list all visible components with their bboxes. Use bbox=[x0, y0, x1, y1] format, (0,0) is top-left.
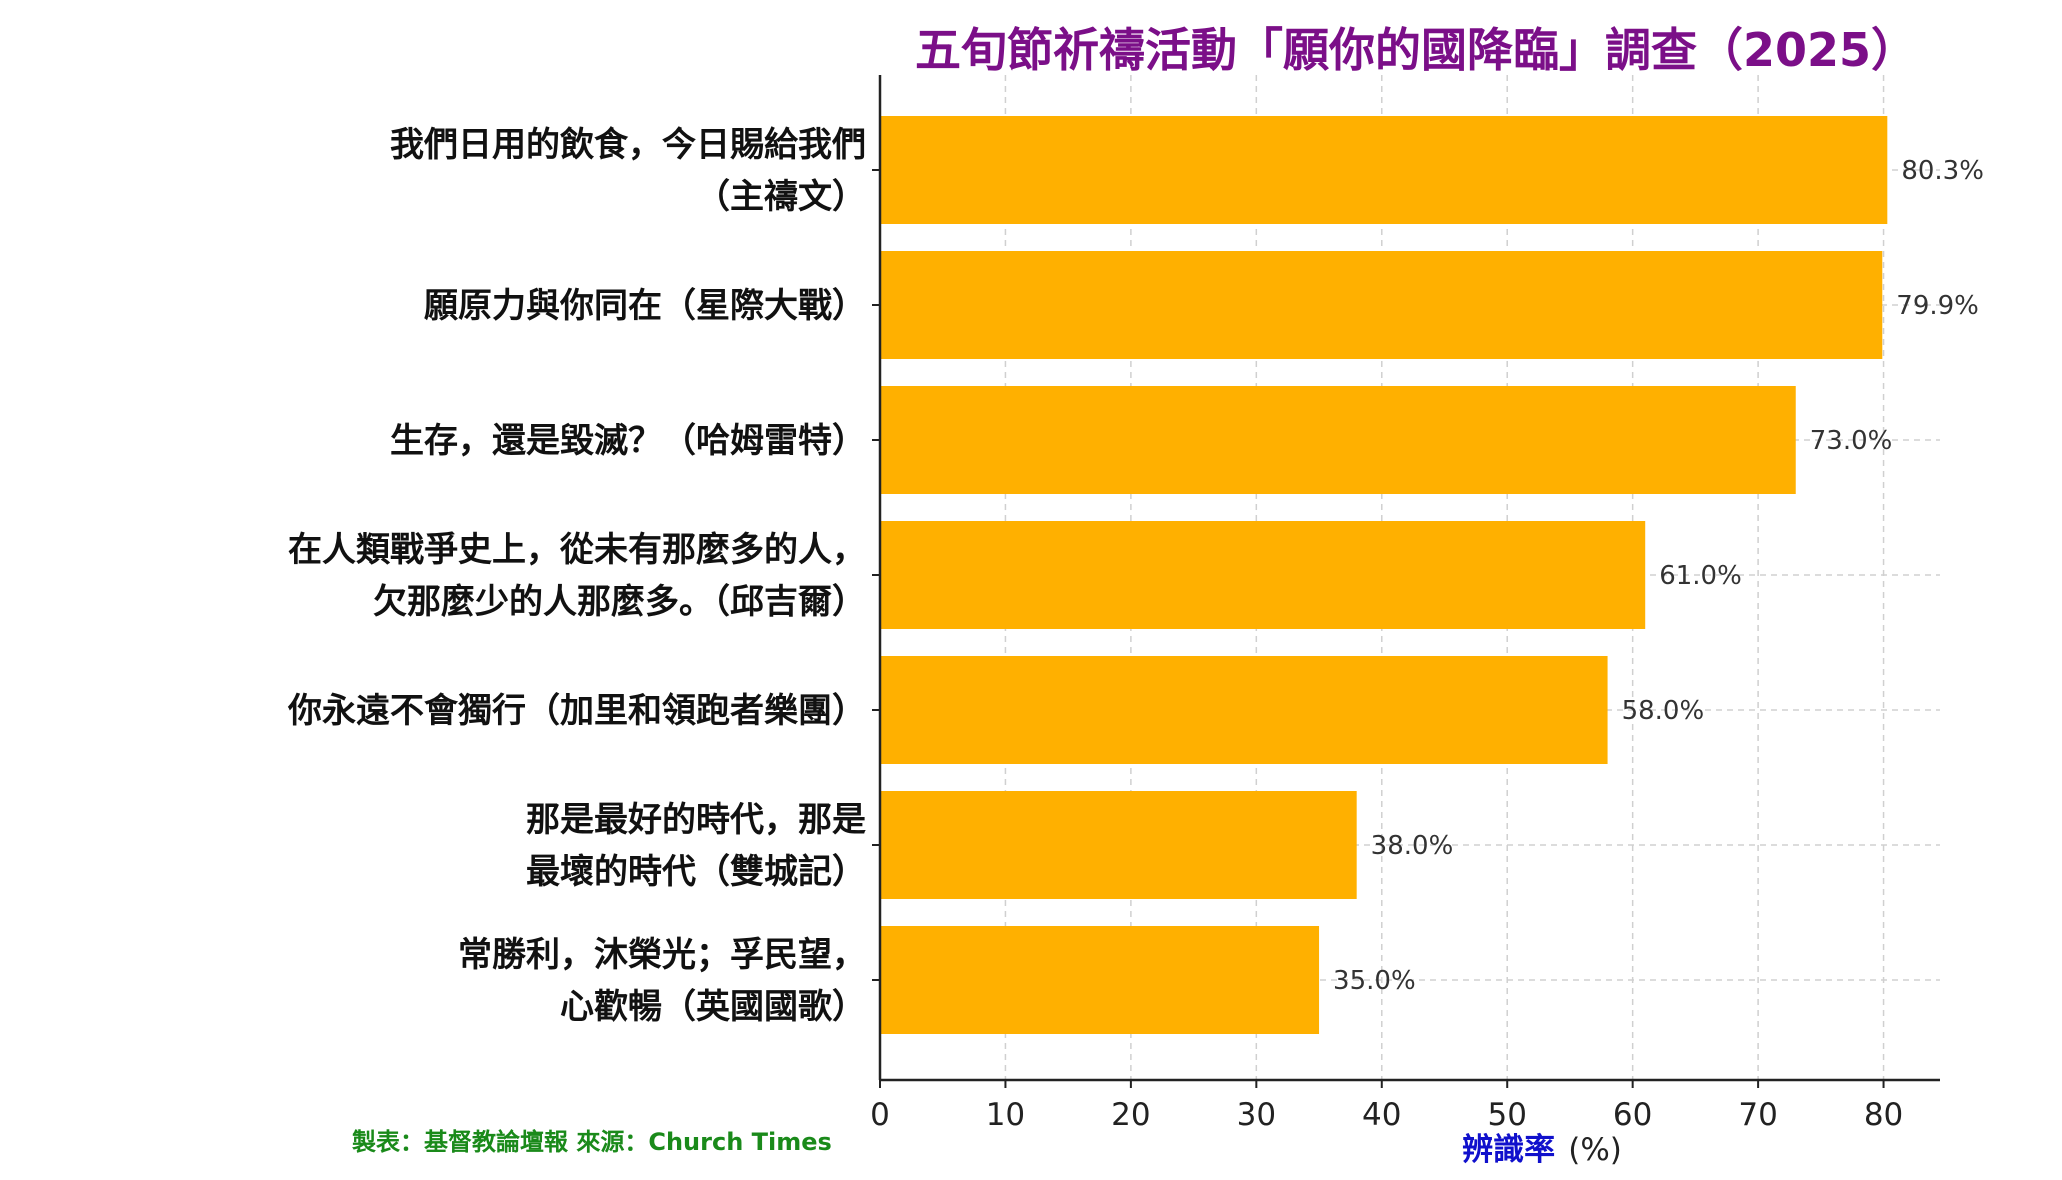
value-label-6: 35.0% bbox=[1333, 966, 1416, 996]
x-tick-label-3: 30 bbox=[1237, 1097, 1276, 1133]
x-tick-label-5: 50 bbox=[1487, 1097, 1526, 1133]
category-label-2-0: 生存，還是毀滅？（哈姆雷特） bbox=[390, 421, 866, 461]
x-axis-label: 辨識率 (%) bbox=[1462, 1132, 1622, 1168]
value-label-5: 38.0% bbox=[1371, 831, 1454, 861]
value-label-0: 80.3% bbox=[1901, 156, 1984, 186]
x-tick-label-0: 0 bbox=[870, 1097, 890, 1133]
bar-3 bbox=[880, 521, 1646, 629]
category-label-3-1: 欠那麼少的人那麼多。（邱吉爾） bbox=[373, 582, 866, 622]
value-label-4: 58.0% bbox=[1622, 696, 1705, 726]
bar-1 bbox=[880, 251, 1883, 359]
x-ticks: 0 10 20 30 40 50 60 70 80 bbox=[870, 1080, 1903, 1133]
value-labels: 80.3% 79.9% 73.0% 61.0% 58.0% 38.0% 35.0% bbox=[1333, 156, 1984, 996]
category-label-0-0: 我們日用的飲食，今日賜給我們 bbox=[390, 125, 866, 165]
axes bbox=[872, 75, 1940, 1082]
chart-title: 五旬節祈禱活動「願你的國降臨」調查（2025） bbox=[915, 23, 1917, 77]
x-tick-label-7: 70 bbox=[1738, 1097, 1777, 1133]
value-label-3: 61.0% bbox=[1659, 561, 1742, 591]
category-label-6-1: 心歡暢（英國國歌） bbox=[560, 987, 866, 1027]
x-axis-label-unit: (%) bbox=[1568, 1132, 1622, 1168]
x-tick-label-4: 40 bbox=[1362, 1097, 1401, 1133]
x-tick-label-8: 80 bbox=[1864, 1097, 1903, 1133]
bar-5 bbox=[880, 791, 1357, 899]
x-tick-label-2: 20 bbox=[1111, 1097, 1150, 1133]
bar-2 bbox=[880, 386, 1796, 494]
category-label-6-0: 常勝利，沐榮光；孚民望， bbox=[458, 935, 866, 975]
bars bbox=[880, 116, 1888, 1034]
bar-0 bbox=[880, 116, 1888, 224]
category-label-5-0: 那是最好的時代，那是 bbox=[526, 800, 866, 840]
value-label-1: 79.9% bbox=[1896, 291, 1979, 321]
category-label-4-0: 你永遠不會獨行（加里和領跑者樂團） bbox=[287, 691, 866, 731]
value-label-2: 73.0% bbox=[1810, 426, 1893, 456]
x-axis-label-text: 辨識率 bbox=[1462, 1132, 1555, 1168]
x-tick-label-6: 60 bbox=[1613, 1097, 1652, 1133]
x-tick-label-1: 10 bbox=[986, 1097, 1025, 1133]
bar-4 bbox=[880, 656, 1608, 764]
category-label-5-1: 最壞的時代（雙城記） bbox=[526, 852, 866, 892]
source-credit: 製表：基督教論壇報 來源：Church Times bbox=[352, 1128, 832, 1156]
category-label-3-0: 在人類戰爭史上，從未有那麼多的人， bbox=[288, 530, 866, 570]
category-label-1-0: 願原力與你同在（星際大戰） bbox=[424, 286, 866, 326]
category-label-0-1: （主禱文） bbox=[696, 177, 866, 217]
bar-6 bbox=[880, 926, 1320, 1034]
category-labels: 我們日用的飲食，今日賜給我們 （主禱文） 願原力與你同在（星際大戰） 生存，還是毀滅？… bbox=[287, 125, 866, 1027]
